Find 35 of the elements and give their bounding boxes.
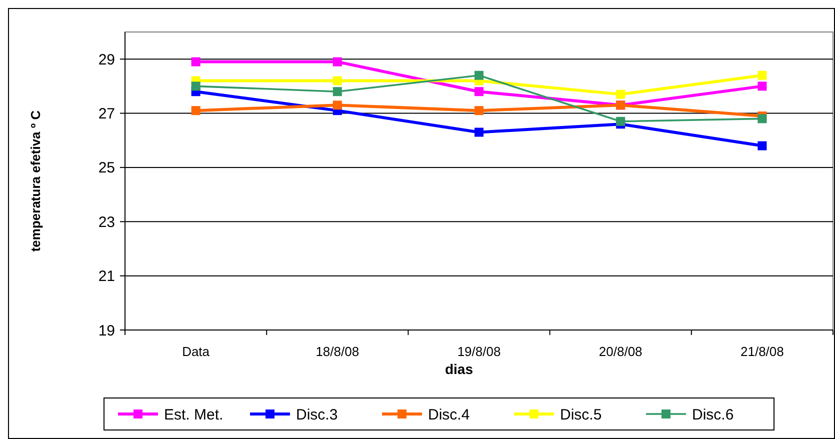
y-tick-label: 21 xyxy=(98,268,115,286)
legend-label: Disc.5 xyxy=(560,406,602,424)
legend-label: Disc.4 xyxy=(428,406,470,424)
point xyxy=(758,141,767,150)
point xyxy=(616,90,626,99)
y-tick-label: 19 xyxy=(98,322,115,340)
x-tick-label: Data xyxy=(182,344,210,359)
legend-label: Disc.6 xyxy=(692,406,734,424)
point xyxy=(474,128,484,137)
point xyxy=(616,116,626,126)
point xyxy=(332,76,342,86)
x-axis-title: dias xyxy=(444,361,474,377)
y-tick-label: 29 xyxy=(98,51,115,68)
x-tick-label: 20/8/08 xyxy=(598,344,642,359)
point xyxy=(332,87,342,96)
y-axis-title: temperatura efetiva º C xyxy=(28,110,43,252)
point xyxy=(474,106,484,116)
point xyxy=(332,100,342,110)
point xyxy=(191,106,200,116)
point xyxy=(758,70,767,80)
x-tick-label: 21/8/08 xyxy=(740,344,784,359)
point xyxy=(758,114,767,124)
point xyxy=(758,82,767,91)
y-tick-label: 25 xyxy=(98,160,115,177)
legend-label: Disc.3 xyxy=(296,406,338,424)
point xyxy=(332,57,342,66)
point xyxy=(191,57,200,66)
y-tick-label: 27 xyxy=(98,106,115,123)
y-tick-label: 23 xyxy=(98,214,115,231)
x-tick-label: 18/8/08 xyxy=(316,344,360,359)
point xyxy=(474,70,484,80)
point xyxy=(474,87,484,96)
legend-label: Est. Met. xyxy=(164,406,224,424)
point xyxy=(191,82,200,91)
x-tick-label: 19/8/08 xyxy=(457,344,501,359)
